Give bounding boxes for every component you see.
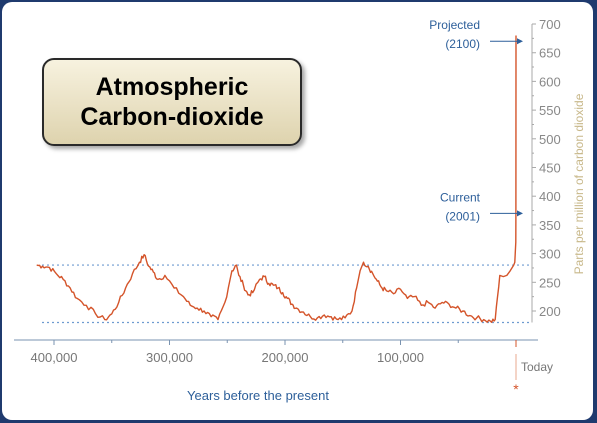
today-label: Today	[521, 360, 553, 374]
chart-title: Atmospheric Carbon-dioxide	[80, 73, 264, 131]
projected-arrow-head-icon	[517, 38, 523, 45]
x-tick-label: 400,000	[31, 350, 78, 365]
y-axis: 200 250 300 350 400 450 500 550 600 650 700	[531, 17, 561, 323]
x-axis: 400,000 300,000 200,000 100,000 Today*	[14, 339, 553, 397]
series-layer	[36, 35, 517, 323]
today-star-icon: *	[513, 381, 519, 397]
y-tick-label: 250	[539, 275, 561, 290]
y-tick-label: 200	[539, 304, 561, 319]
projected-label: Projected	[429, 18, 480, 32]
reference-lines	[42, 264, 532, 324]
co2-series-line	[36, 35, 517, 323]
current-arrow-head-icon	[517, 210, 523, 217]
y-tick-label: 650	[539, 46, 561, 61]
current-label: Current	[440, 190, 481, 204]
y-tick-label: 400	[539, 189, 561, 204]
y-tick-label: 450	[539, 161, 561, 176]
annotations: Projected (2100) Current (2001)	[429, 18, 523, 223]
y-tick-label: 350	[539, 218, 561, 233]
co2-chart: 400,000 300,000 200,000 100,000 Today* 200 25…	[14, 17, 586, 403]
chart-title-box: Atmospheric Carbon-dioxide	[42, 58, 302, 146]
y-tick-label: 500	[539, 132, 561, 147]
y-tick-label: 600	[539, 74, 561, 89]
y-tick-label: 550	[539, 103, 561, 118]
x-axis-label: Years before the present	[187, 388, 329, 403]
y-axis-label: Parts per million of carbon dioxide	[572, 93, 586, 274]
chart-frame: 400,000 300,000 200,000 100,000 Today * 200 25…	[2, 2, 593, 420]
x-tick-label: 300,000	[146, 350, 193, 365]
x-tick-label: 100,000	[377, 350, 424, 365]
y-tick-label: 300	[539, 247, 561, 262]
x-tick-label: 200,000	[262, 350, 309, 365]
projected-year-label: (2100)	[445, 37, 480, 51]
current-year-label: (2001)	[445, 209, 480, 223]
y-tick-label: 700	[539, 17, 561, 32]
